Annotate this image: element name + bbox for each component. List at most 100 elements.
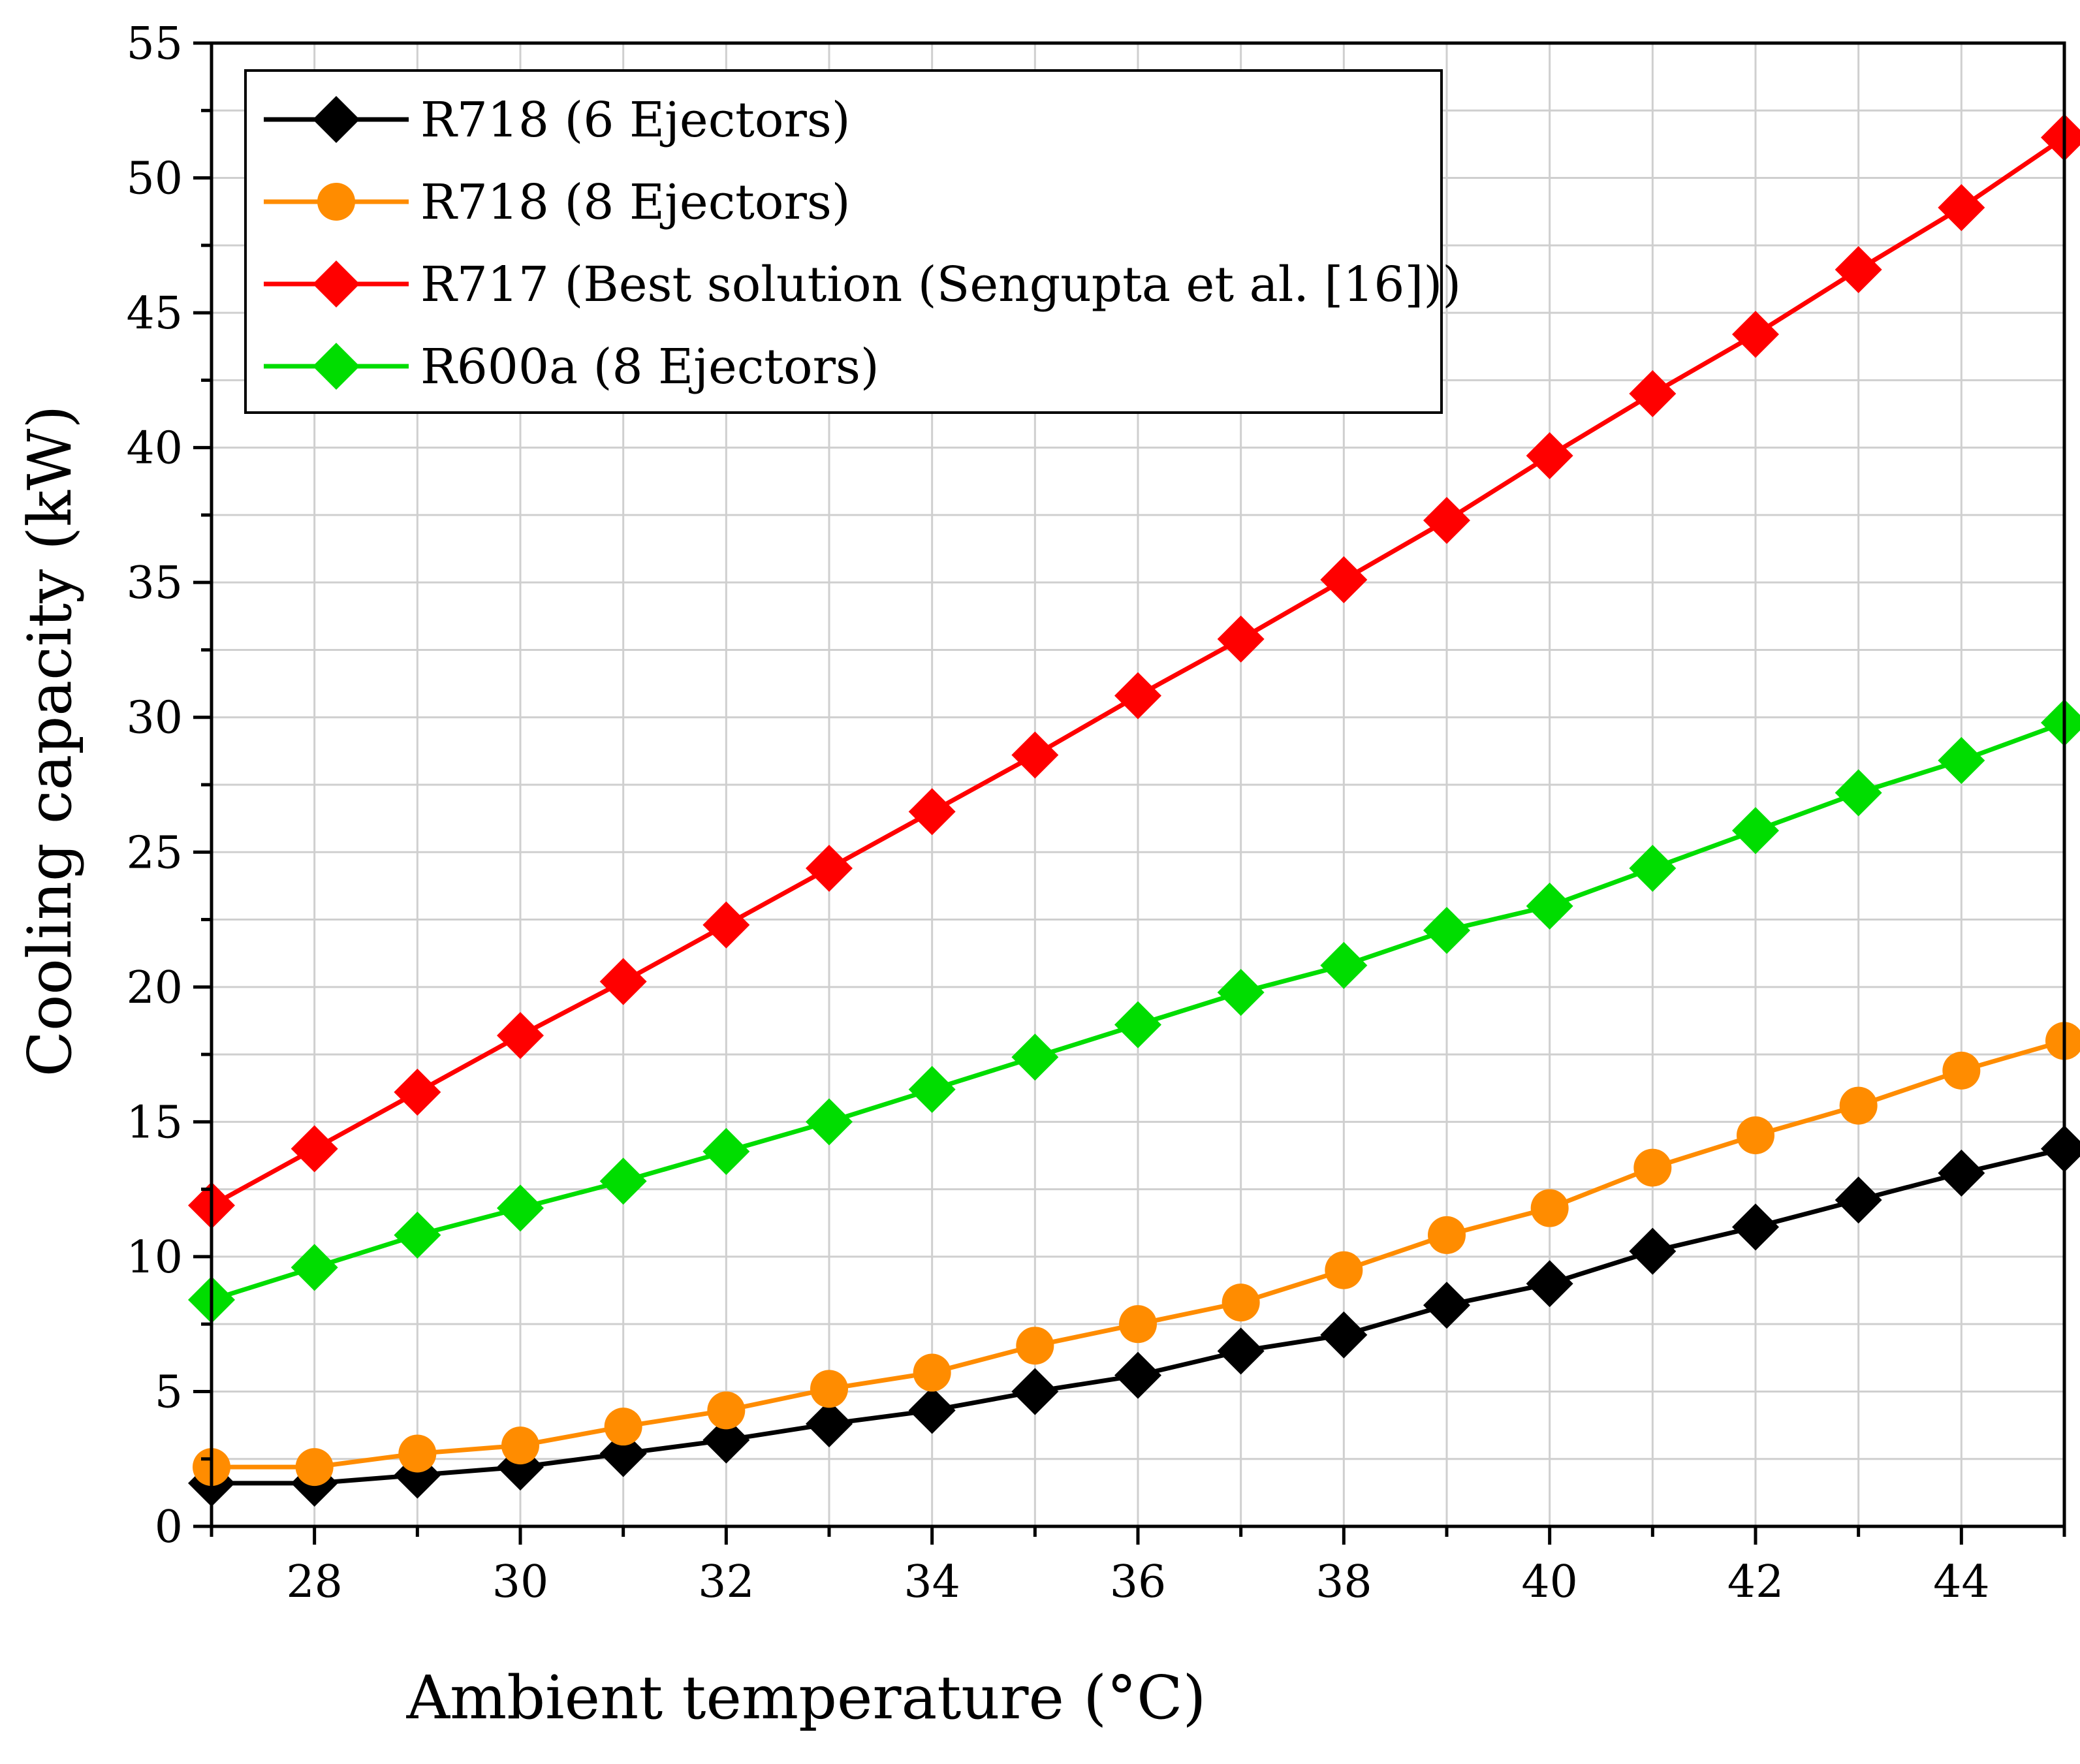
data-point	[806, 1400, 853, 1448]
legend-marker	[313, 260, 360, 307]
data-point	[1938, 183, 1985, 231]
x-tick-label: 40	[1521, 1556, 1578, 1608]
x-tick-label: 34	[904, 1556, 960, 1608]
data-point	[398, 1434, 437, 1473]
data-point	[1737, 1116, 1774, 1155]
data-point	[1016, 1327, 1054, 1365]
legend-item-4: R600a (8 Ejectors)	[264, 339, 879, 395]
x-tick-label: 42	[1727, 1556, 1784, 1608]
data-point	[1325, 1251, 1363, 1289]
data-point	[1423, 907, 1470, 954]
data-point	[1114, 1351, 1161, 1399]
data-point	[806, 1098, 853, 1146]
data-point	[1423, 497, 1470, 544]
y-tick-label: 30	[126, 693, 183, 744]
data-point	[1114, 672, 1161, 719]
data-point	[1633, 1148, 1672, 1187]
data-point	[908, 1387, 956, 1434]
data-point	[1526, 432, 1573, 480]
data-point	[707, 1391, 746, 1430]
x-axis-title: Ambient temperature (°C)	[406, 1663, 1206, 1733]
x-tick-label: 38	[1316, 1556, 1372, 1608]
data-point	[806, 845, 853, 892]
data-point	[1835, 1176, 1882, 1224]
legend-marker	[313, 96, 360, 143]
data-point	[908, 788, 956, 836]
x-tick-label: 28	[286, 1556, 343, 1608]
data-point	[913, 1353, 951, 1392]
data-point	[810, 1370, 848, 1408]
data-point	[1629, 1227, 1677, 1275]
y-tick-label: 20	[126, 962, 183, 1014]
axis-ticks: 28 30 32 34 36 38 40 42 44 0 5 10 15 20 25 30 35 40 45 50 55	[126, 18, 2066, 1608]
y-tick-label: 40	[126, 423, 183, 475]
data-point	[1011, 1368, 1059, 1415]
data-point	[1629, 845, 1677, 892]
x-tick-label: 36	[1110, 1556, 1167, 1608]
data-point	[1320, 941, 1368, 989]
legend-marker	[317, 183, 355, 221]
legend-item-1: R718 (6 Ejectors)	[264, 92, 851, 148]
data-point	[295, 1448, 334, 1487]
data-point	[394, 1211, 441, 1259]
legend-label: R718 (6 Ejectors)	[420, 92, 851, 148]
legend-box	[244, 69, 1443, 414]
data-point	[1217, 615, 1265, 663]
legend-item-3: R717 (Best solution (Sengupta et al. [16…	[264, 257, 1461, 313]
data-point	[1839, 1086, 1878, 1125]
x-tick-label: 32	[698, 1556, 755, 1608]
data-point	[497, 1184, 544, 1232]
data-point	[497, 1012, 544, 1060]
series-4	[188, 699, 2080, 1324]
data-point	[1423, 1282, 1470, 1329]
data-point	[604, 1408, 642, 1446]
series-2	[193, 1022, 2080, 1487]
data-point	[908, 1065, 956, 1113]
data-point	[1119, 1305, 1157, 1344]
data-point	[394, 1068, 441, 1116]
data-point	[1526, 1260, 1573, 1308]
data-point	[1732, 311, 1779, 358]
data-point	[1629, 370, 1677, 418]
data-point	[1114, 1001, 1161, 1048]
data-point	[1732, 1203, 1779, 1251]
data-point	[1732, 807, 1779, 855]
data-point	[702, 901, 750, 949]
data-point	[702, 1416, 750, 1464]
data-point	[1526, 882, 1573, 930]
data-point	[1221, 1284, 1260, 1322]
legend: R718 (6 Ejectors) R718 (8 Ejectors) R717 (…	[244, 69, 1461, 414]
data-point	[2041, 1125, 2080, 1173]
data-point	[291, 1125, 338, 1173]
y-tick-label: 45	[126, 288, 183, 339]
y-tick-label: 10	[126, 1232, 183, 1284]
data-point	[599, 958, 647, 1005]
data-point	[1011, 731, 1059, 779]
data-point	[1428, 1216, 1466, 1254]
data-point	[1320, 556, 1368, 604]
y-tick-label: 25	[126, 827, 183, 879]
data-point	[599, 1158, 647, 1205]
y-tick-label: 35	[126, 558, 183, 609]
legend-item-2: R718 (8 Ejectors)	[264, 174, 851, 230]
data-point	[1320, 1311, 1368, 1359]
x-tick-label: 30	[492, 1556, 549, 1608]
data-point	[1835, 769, 1882, 817]
y-tick-label: 50	[126, 153, 183, 205]
data-point	[1217, 969, 1265, 1016]
data-point	[2041, 114, 2080, 161]
legend-marker	[313, 343, 360, 390]
data-point	[1938, 736, 1985, 784]
y-tick-label: 55	[126, 18, 183, 70]
data-point	[291, 1244, 338, 1291]
legend-label: R718 (8 Ejectors)	[420, 174, 851, 230]
data-point	[1938, 1149, 1985, 1197]
data-point	[1835, 245, 1882, 293]
data-point	[2041, 699, 2080, 746]
data-point	[1942, 1051, 1981, 1090]
series-layer	[188, 114, 2080, 1507]
y-axis-title: Cooling capacity (kW)	[15, 405, 85, 1077]
y-tick-label: 0	[155, 1502, 183, 1553]
y-tick-label: 5	[155, 1366, 183, 1418]
